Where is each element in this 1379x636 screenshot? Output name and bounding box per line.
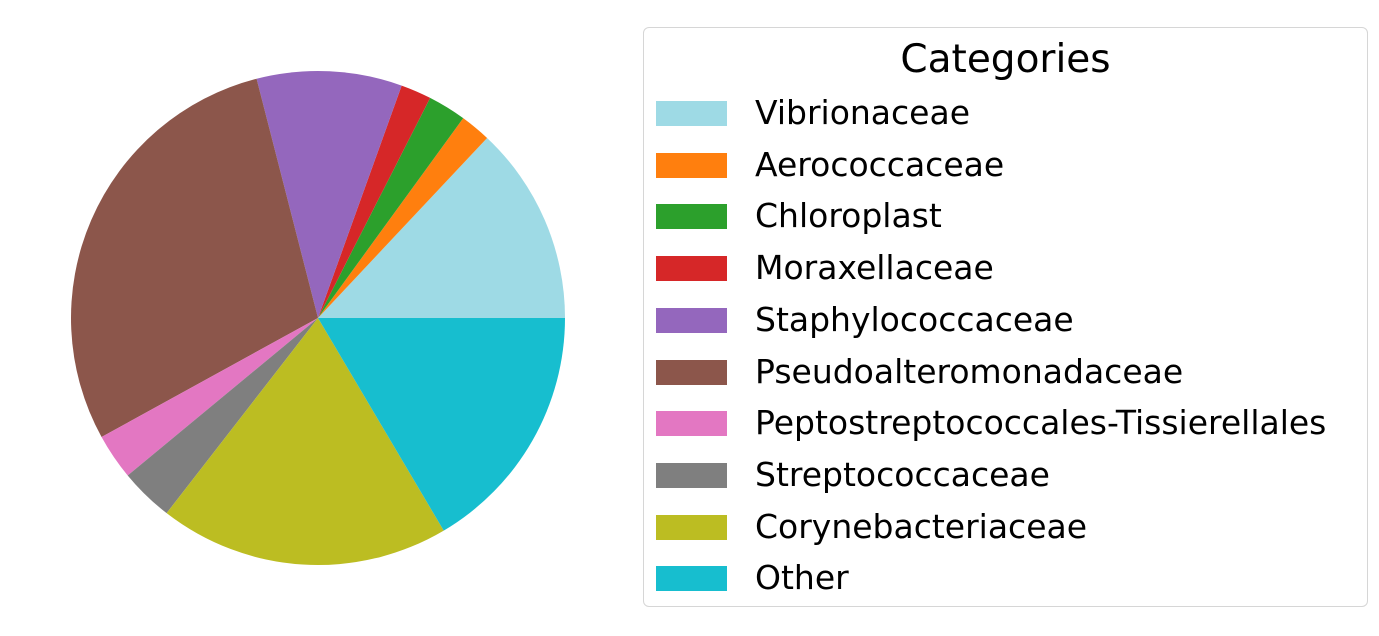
pie-slice-vibrionaceae (318, 137, 565, 318)
pie-slice-corynebacteriaceae (166, 318, 444, 566)
pie-slice-staphylococcaceae (256, 71, 402, 318)
legend-swatch (656, 256, 727, 282)
legend-entry: Corynebacteriaceae (656, 505, 1356, 549)
legend-swatch (656, 152, 727, 178)
legend-label: Chloroplast (755, 196, 942, 236)
legend-entry: Aerococcaceae (656, 143, 1356, 187)
legend-entry: Vibrionaceae (656, 91, 1356, 135)
legend-entry: Streptococcaceae (656, 453, 1356, 497)
legend-swatch (656, 204, 727, 230)
legend-swatch (656, 359, 727, 385)
pie-slice-aerococcaceae (318, 118, 488, 318)
legend-entry: Staphylococcaceae (656, 298, 1356, 342)
legend-swatch (656, 566, 727, 592)
legend-title: Categories (900, 37, 1111, 82)
legend-label: Pseudoalteromonadaceae (755, 351, 1184, 391)
legend-label: Corynebacteriaceae (755, 506, 1088, 546)
legend-swatch (656, 514, 727, 540)
legend-label: Aerococcaceae (755, 144, 1005, 184)
legend-swatch (656, 101, 727, 126)
legend-label: Peptostreptococcales-Tissierellales (755, 403, 1327, 443)
legend-entry: Pseudoalteromonadaceae (656, 350, 1356, 394)
pie-chart (70, 71, 565, 566)
pie-slice-streptococcaceae (127, 318, 318, 514)
legend-swatch (656, 307, 727, 333)
legend-label: Streptococcaceae (755, 454, 1050, 494)
legend-entry: Peptostreptococcales-Tissierellales (656, 401, 1356, 445)
legend: Categories Vibrionaceae Aerococcaceae Chlo… (643, 27, 1368, 607)
pie-slice-moraxellaceae (318, 85, 431, 318)
legend-label: Vibrionaceae (755, 93, 970, 132)
legend-label: Staphylococcaceae (755, 299, 1074, 339)
pie-slice-peptostreptococcales-tissierellales (101, 318, 319, 476)
pie-slice-chloroplast (318, 97, 464, 318)
pie-slices (70, 71, 565, 566)
legend-label: Other (755, 558, 849, 598)
legend-entry: Moraxellaceae (656, 246, 1356, 290)
legend-entry: Chloroplast (656, 194, 1356, 238)
pie-slice-other (318, 318, 565, 531)
pie-slice-pseudoalteromonadaceae (70, 78, 318, 437)
legend-swatch (656, 462, 727, 488)
legend-label: Moraxellaceae (755, 248, 994, 288)
legend-swatch (656, 411, 727, 437)
legend-entry: Other (656, 556, 1356, 600)
